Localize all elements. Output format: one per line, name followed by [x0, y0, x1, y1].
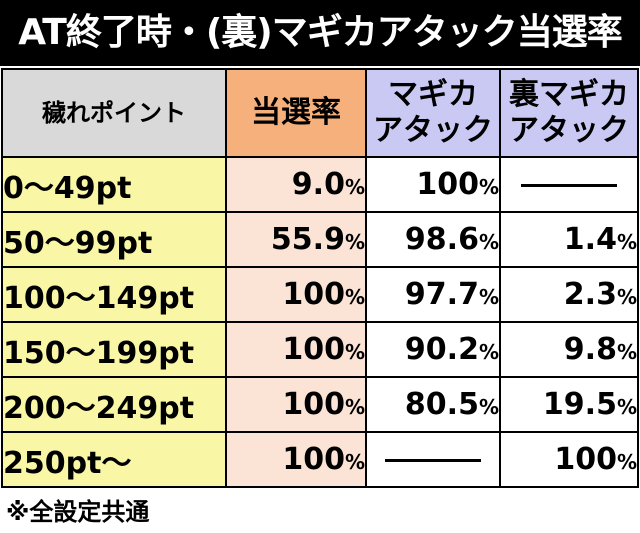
magika-value: 80.5 — [404, 387, 479, 422]
percent-sign: % — [616, 340, 637, 364]
ura-value: 2.3 — [563, 277, 617, 312]
ura-cell: 9.8% — [499, 321, 639, 378]
rate-cell: 9.0% — [225, 156, 367, 213]
table-row: 200〜249pt 100% 80.5% 19.5% — [1, 376, 639, 433]
magika-cell: 90.2% — [365, 321, 501, 378]
magika-cell: 80.5% — [365, 376, 501, 433]
percent-sign: % — [344, 395, 365, 419]
header-magika: マギカ アタック — [365, 68, 501, 158]
table-row: 250pt〜 100% 100% — [1, 431, 639, 488]
percent-sign: % — [478, 340, 499, 364]
magika-cell: 98.6% — [365, 211, 501, 268]
table-row: 50〜99pt 55.9% 98.6% 1.4% — [1, 211, 639, 268]
rate-value: 55.9 — [270, 222, 345, 257]
magika-value: 97.7 — [404, 277, 479, 312]
not-applicable-dash — [385, 459, 481, 462]
percent-sign: % — [616, 230, 637, 254]
rate-cell: 55.9% — [225, 211, 367, 268]
percent-sign: % — [344, 175, 365, 199]
point-range-cell: 0〜49pt — [1, 156, 227, 213]
table-row: 0〜49pt 9.0% 100% — [1, 156, 639, 213]
win-rate-table: 穢れポイント 当選率 マギカ アタック 裏マギカ アタック 0〜49pt 9.0%… — [1, 68, 639, 488]
percent-sign: % — [478, 230, 499, 254]
ura-cell: 100% — [499, 431, 639, 488]
percent-sign: % — [616, 285, 637, 309]
percent-sign: % — [344, 340, 365, 364]
point-range-cell: 200〜249pt — [1, 376, 227, 433]
rate-value: 100 — [282, 442, 345, 477]
table-body: 0〜49pt 9.0% 100% 50〜99pt 55.9% 98.6% 1.4% 100〜1… — [1, 156, 639, 488]
magika-cell: 100% — [365, 156, 501, 213]
header-row: 穢れポイント 当選率 マギカ アタック 裏マギカ アタック — [1, 68, 639, 158]
header-point: 穢れポイント — [1, 68, 227, 158]
point-range-cell: 150〜199pt — [1, 321, 227, 378]
ura-cell — [499, 156, 639, 213]
point-range-cell: 50〜99pt — [1, 211, 227, 268]
rate-cell: 100% — [225, 431, 367, 488]
ura-value: 100 — [554, 442, 617, 477]
percent-sign: % — [616, 395, 637, 419]
header-ura-line2: アタック — [509, 113, 629, 148]
point-range-cell: 250pt〜 — [1, 431, 227, 488]
table-row: 100〜149pt 100% 97.7% 2.3% — [1, 266, 639, 323]
rate-cell: 100% — [225, 266, 367, 323]
rate-value: 9.0 — [291, 167, 345, 202]
header-ura-magika: 裏マギカ アタック — [499, 68, 639, 158]
header-magika-line2: アタック — [373, 113, 493, 148]
magika-value: 98.6 — [404, 222, 479, 257]
ura-cell: 19.5% — [499, 376, 639, 433]
footnote: ※全設定共通 — [6, 498, 150, 526]
ura-cell: 1.4% — [499, 211, 639, 268]
magika-value: 90.2 — [404, 332, 479, 367]
percent-sign: % — [344, 450, 365, 474]
rate-cell: 100% — [225, 321, 367, 378]
point-range-cell: 100〜149pt — [1, 266, 227, 323]
rate-value: 100 — [282, 387, 345, 422]
header-magika-line1: マギカ — [388, 77, 478, 112]
magika-value: 100 — [416, 167, 479, 202]
magika-cell: 97.7% — [365, 266, 501, 323]
ura-cell: 2.3% — [499, 266, 639, 323]
magika-cell — [365, 431, 501, 488]
header-ura-line1: 裏マギカ — [509, 77, 629, 112]
page-title: AT終了時・(裏)マギカアタック当選率 — [0, 0, 640, 66]
rate-value: 100 — [282, 332, 345, 367]
percent-sign: % — [478, 285, 499, 309]
ura-value: 9.8 — [563, 332, 617, 367]
percent-sign: % — [478, 175, 499, 199]
ura-value: 1.4 — [563, 222, 617, 257]
ura-value: 19.5 — [542, 387, 617, 422]
rate-value: 100 — [282, 277, 345, 312]
percent-sign: % — [344, 230, 365, 254]
table-row: 150〜199pt 100% 90.2% 9.8% — [1, 321, 639, 378]
not-applicable-dash — [521, 184, 617, 187]
rate-cell: 100% — [225, 376, 367, 433]
header-rate: 当選率 — [225, 68, 367, 158]
percent-sign: % — [344, 285, 365, 309]
percent-sign: % — [478, 395, 499, 419]
percent-sign: % — [616, 450, 637, 474]
